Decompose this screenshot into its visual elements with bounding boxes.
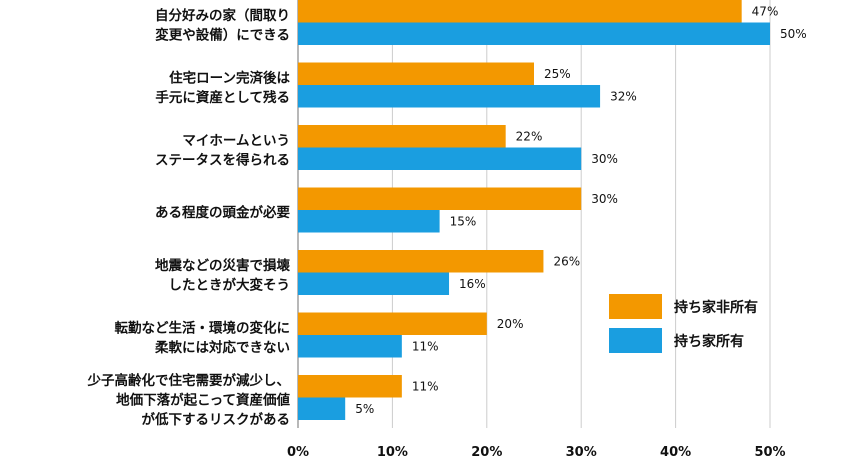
legend-label: 持ち家非所有	[674, 299, 758, 316]
legend-label: 持ち家所有	[674, 333, 744, 350]
category-label: 地震などの災害で損壊したときが大変そう	[155, 257, 290, 294]
category-label-line: したときが大変そう	[169, 276, 291, 293]
data-label: 30%	[591, 192, 618, 206]
data-label: 25%	[544, 67, 571, 81]
data-label: 16%	[459, 277, 486, 291]
x-tick-label: 0%	[287, 445, 309, 460]
category-label-line: ある程度の頭金が必要	[155, 204, 290, 221]
category-label-line: 少子高齢化で住宅需要が減少し、	[87, 372, 291, 389]
bar-non-owner	[298, 125, 506, 148]
category-label: 住宅ローン完済後は手元に資産として残る	[155, 69, 290, 106]
bar-owner	[298, 335, 402, 358]
bar-non-owner	[298, 187, 582, 210]
x-tick-label: 50%	[754, 445, 785, 460]
data-label: 15%	[450, 214, 477, 228]
data-label: 22%	[516, 129, 543, 143]
data-label: 20%	[497, 317, 524, 331]
category-label-line: 柔軟には対応できない	[154, 339, 290, 356]
data-label: 26%	[553, 254, 580, 268]
category-label-line: 転勤など生活・環境の変化に	[115, 319, 291, 336]
x-tick-label: 20%	[471, 445, 502, 460]
bar-owner	[298, 210, 440, 233]
x-tick-label: 40%	[660, 445, 691, 460]
bars-group: 47%50% 25% 32% 22% 30% 30% 15% 26% 16% 20% 11% 11% 5…	[298, 0, 807, 420]
data-label: 30%	[591, 152, 618, 166]
bar-owner	[298, 272, 450, 295]
legend-swatch-non-owner	[609, 294, 662, 319]
bar-owner	[298, 397, 346, 420]
bar-non-owner	[298, 375, 402, 398]
bar-non-owner	[298, 312, 487, 335]
category-label-line: が低下するリスクがある	[142, 411, 291, 428]
x-tick-label: 10%	[377, 445, 408, 460]
data-label: 11%	[412, 379, 439, 393]
bar-owner	[298, 85, 601, 108]
legend-swatch-owner	[609, 328, 662, 353]
x-axis-ticks: 0% 10% 20% 30% 40% 50%	[287, 445, 786, 460]
category-label: マイホームというステータスを得られる	[155, 133, 290, 169]
data-label: 50%	[780, 27, 807, 41]
category-label-line: 住宅ローン完済後は	[169, 69, 290, 86]
data-label: 11%	[412, 339, 439, 353]
category-label: 自分好みの家（間取り変更や設備）にできる	[155, 7, 290, 44]
bar-non-owner	[298, 62, 534, 85]
bar-owner	[298, 22, 770, 45]
category-label-line: 地震などの災害で損壊	[155, 257, 290, 274]
bar-non-owner	[298, 250, 544, 273]
x-tick-label: 30%	[566, 445, 597, 460]
bar-non-owner	[298, 0, 742, 23]
category-label-line: 変更や設備）にできる	[155, 26, 290, 43]
category-label-line: マイホームという	[182, 133, 290, 149]
category-label-line: 手元に資産として残る	[155, 89, 290, 106]
bar-owner	[298, 147, 582, 170]
category-labels: 自分好みの家（間取り変更や設備）にできる住宅ローン完済後は手元に資産として残るマ…	[87, 7, 291, 428]
category-label-line: 自分好みの家（間取り	[155, 7, 290, 24]
data-label: 5%	[355, 402, 374, 416]
category-label-line: 地価下落が起こって資産価値	[116, 392, 290, 409]
data-label: 47%	[752, 4, 779, 18]
category-label: 少子高齢化で住宅需要が減少し、地価下落が起こって資産価値が低下するリスクがある	[87, 372, 291, 428]
category-label: 転勤など生活・環境の変化に柔軟には対応できない	[115, 319, 291, 356]
category-label-line: ステータスを得られる	[155, 151, 290, 168]
category-label: ある程度の頭金が必要	[155, 204, 290, 221]
data-label: 32%	[610, 89, 637, 103]
